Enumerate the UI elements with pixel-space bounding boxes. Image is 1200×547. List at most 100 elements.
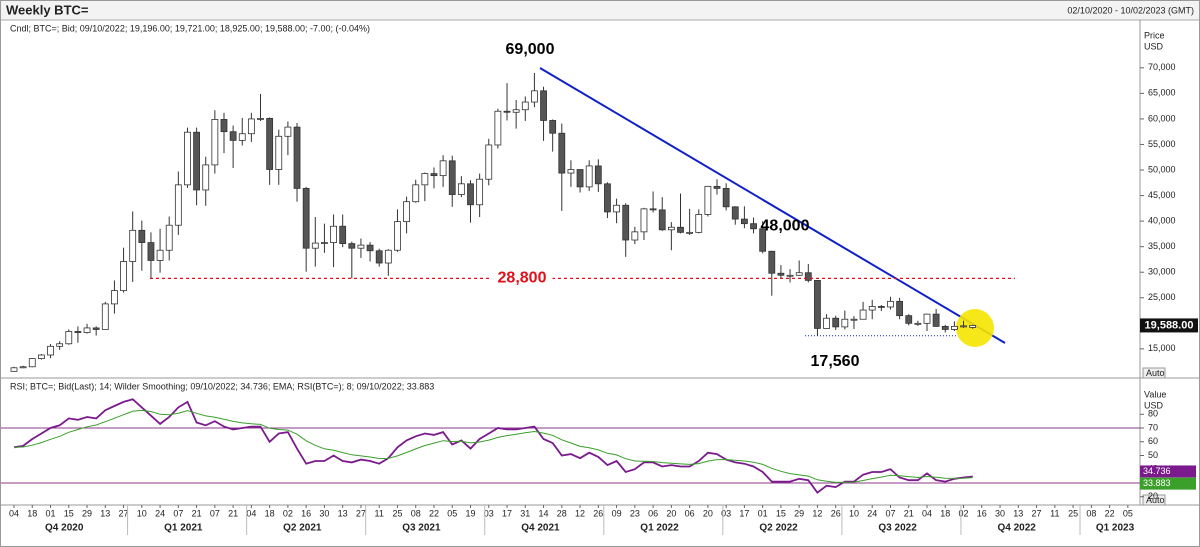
candle-body <box>786 274 794 277</box>
value-badge-label: 33.883 <box>1143 478 1171 488</box>
x-tick-label: 04 <box>9 508 19 518</box>
y-tick-label: 45,000 <box>1148 190 1176 200</box>
x-tick-label: 13 <box>100 508 110 518</box>
x-tick-label: 21 <box>904 508 914 518</box>
candle-body <box>558 132 566 174</box>
x-tick-label: 18 <box>940 508 950 518</box>
candle-body <box>211 119 219 166</box>
x-tick-label: 17 <box>739 508 749 518</box>
y-tick-label: 15,000 <box>1148 343 1176 353</box>
candle-body <box>649 208 657 211</box>
candle-body <box>238 133 246 141</box>
button-frame[interactable] <box>1142 367 1166 379</box>
candle-body <box>576 169 584 188</box>
button-frame[interactable] <box>1142 494 1166 506</box>
x-tick-label: 08 <box>1086 508 1096 518</box>
candle-body <box>859 309 867 320</box>
candle-body <box>37 354 45 359</box>
candle-body <box>768 250 776 274</box>
candle-body <box>759 228 767 252</box>
x-tick-label: 13 <box>338 508 348 518</box>
candle-body <box>403 201 410 223</box>
indicator-line <box>13 409 973 483</box>
quarter-label: Q3 2021 <box>402 523 441 534</box>
candle-body <box>868 306 876 311</box>
candle-body <box>850 318 858 321</box>
x-tick-label: 16 <box>301 508 311 518</box>
x-tick-label: 01 <box>758 508 768 518</box>
x-tick-label: 23 <box>630 508 640 518</box>
candle-body <box>521 101 529 111</box>
candle-body <box>549 120 557 134</box>
title-bar <box>1 1 1199 20</box>
candle-body <box>321 242 328 244</box>
x-tick-label: 26 <box>593 508 603 518</box>
last-price-label: 19,588.00 <box>1145 319 1194 331</box>
axis-unit: USD <box>1144 400 1164 410</box>
x-tick-label: 20 <box>666 508 676 518</box>
axis-title: Price <box>1144 30 1165 40</box>
candle-body <box>540 90 547 121</box>
button-label[interactable]: Auto <box>1146 495 1165 505</box>
candle-body <box>741 218 748 225</box>
y-tick-label: 50 <box>1148 450 1158 460</box>
button-label[interactable]: Auto <box>1146 368 1165 378</box>
candle-body <box>366 244 374 252</box>
x-tick-label: 06 <box>685 508 695 518</box>
candle-body <box>28 358 36 368</box>
candle-body <box>896 300 904 317</box>
x-tick-label: 20 <box>703 508 713 518</box>
candle-body <box>111 290 118 305</box>
y-tick-label: 70,000 <box>1148 62 1176 72</box>
auto-button[interactable]: Auto <box>1142 367 1166 379</box>
candle-body <box>129 229 137 262</box>
candle-body <box>631 231 639 241</box>
x-tick-label: 12 <box>812 508 822 518</box>
x-tick-label: 07 <box>173 508 183 518</box>
x-tick-label: 21 <box>192 508 202 518</box>
candle-body <box>622 204 630 241</box>
candle-body <box>494 110 502 146</box>
y-tick-label: 50,000 <box>1148 164 1176 174</box>
quarter-label: Q4 2020 <box>45 523 84 534</box>
auto-button[interactable]: Auto <box>1142 494 1166 506</box>
candle-body <box>120 261 127 292</box>
quarter-label: Q1 2021 <box>164 523 203 534</box>
candle-body <box>65 331 73 345</box>
x-tick-label: 15 <box>776 508 786 518</box>
x-tick-label: 18 <box>265 508 275 518</box>
candle-body <box>667 226 675 231</box>
candle-body <box>969 325 977 328</box>
candle-body <box>457 183 465 195</box>
candle-body <box>348 243 356 249</box>
candle-body <box>585 165 593 188</box>
candle-body <box>695 214 703 233</box>
x-tick-label: 02 <box>283 508 293 518</box>
candle-body <box>476 178 484 206</box>
x-tick-label: 29 <box>82 508 92 518</box>
x-tick-label: 27 <box>119 508 129 518</box>
candle-body <box>804 272 812 281</box>
candle-body <box>658 209 666 231</box>
x-tick-label: 05 <box>447 508 457 518</box>
candle-body <box>960 325 967 328</box>
candle-body <box>704 185 712 215</box>
x-tick-label: 07 <box>210 508 220 518</box>
y-tick-label: 55,000 <box>1148 139 1176 149</box>
candle-body <box>814 279 821 329</box>
x-tick-label: 15 <box>64 508 74 518</box>
candle-body <box>83 327 91 333</box>
quarter-label: Q2 2021 <box>283 523 322 534</box>
annotation-bg <box>491 269 553 287</box>
candle-body <box>567 169 575 174</box>
candle-body <box>19 366 27 369</box>
x-tick-label: 25 <box>392 508 402 518</box>
candle-body <box>311 242 319 249</box>
trend-line <box>539 67 1006 344</box>
candle-body <box>220 119 228 133</box>
x-tick-label: 04 <box>922 508 932 518</box>
candle-body <box>156 249 164 261</box>
x-tick-label: 21 <box>228 508 238 518</box>
